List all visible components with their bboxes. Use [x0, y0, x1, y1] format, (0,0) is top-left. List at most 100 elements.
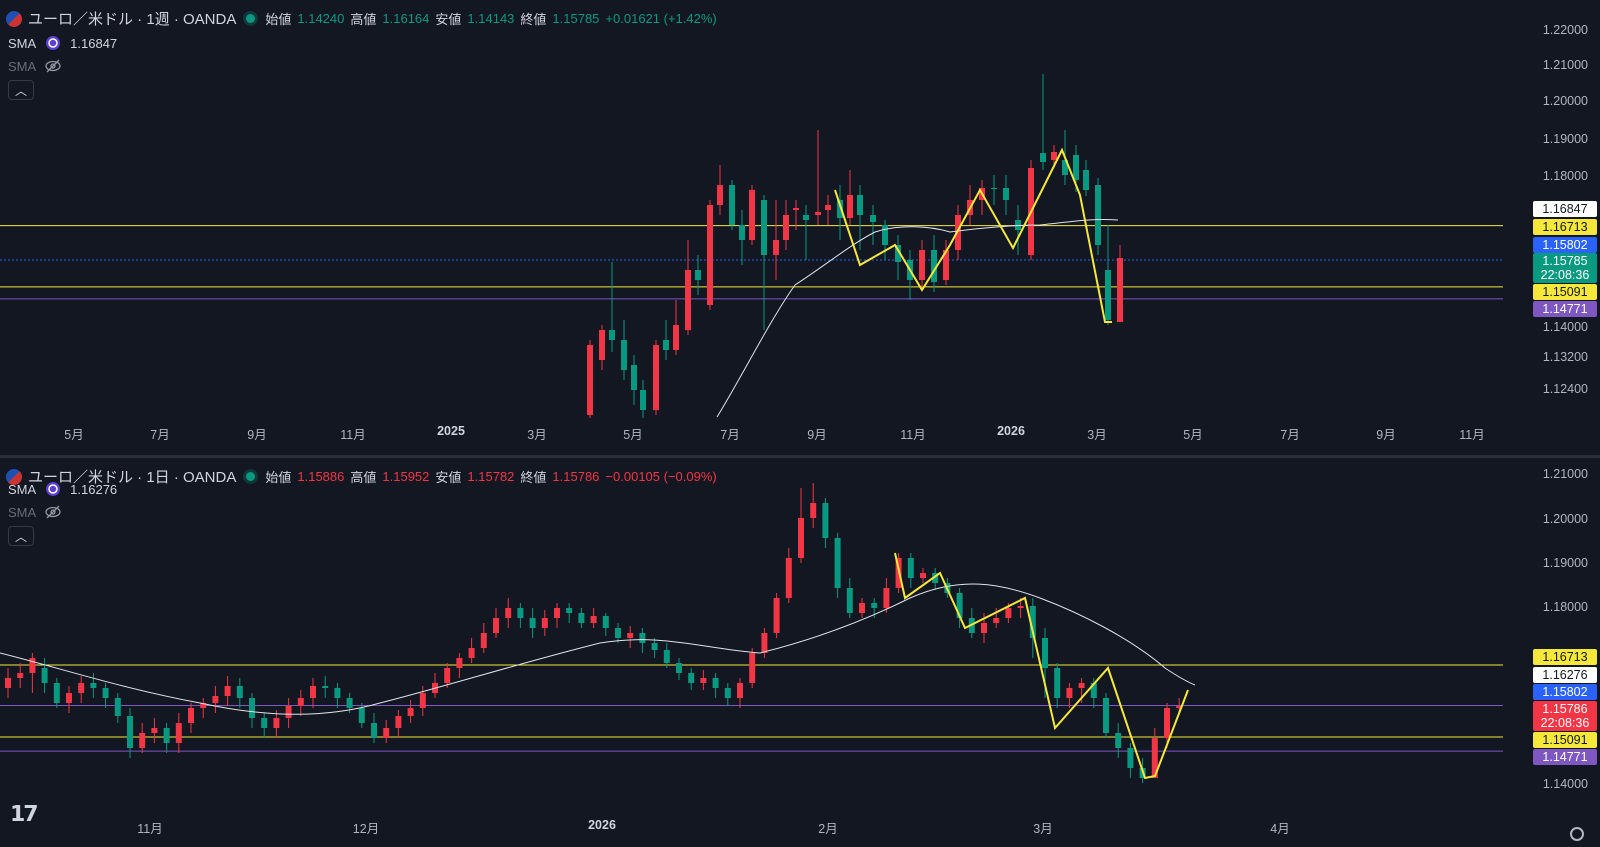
candle: [737, 683, 743, 698]
candle: [857, 195, 863, 215]
price-label-yellow[interactable]: 1.16713: [1533, 649, 1597, 665]
candle: [739, 225, 745, 240]
sma-indicator-row[interactable]: SMA 1.16847: [8, 34, 117, 52]
price-axis-tick: 1.19000: [1542, 132, 1588, 146]
candle: [371, 723, 377, 738]
weekly-chart-canvas[interactable]: [0, 0, 1600, 455]
symbol-title[interactable]: ユーロ／米ドル · 1週 · OANDA: [28, 11, 237, 28]
price-label-purple[interactable]: 1.14771: [1533, 301, 1597, 317]
price-label-yellow[interactable]: 1.16713: [1533, 219, 1597, 235]
candle: [956, 593, 963, 618]
candle: [749, 190, 755, 240]
open-value: 1.15886: [297, 469, 345, 484]
sma-hidden-indicator-row[interactable]: SMA: [8, 57, 62, 75]
candle: [717, 185, 723, 205]
candle: [1105, 270, 1111, 320]
price-label-sma[interactable]: 1.16847: [1533, 201, 1597, 217]
sma-label-hidden[interactable]: SMA: [8, 58, 37, 74]
candle: [895, 245, 901, 262]
candle: [602, 616, 609, 628]
time-axis-tick: 2026: [588, 818, 616, 832]
price-label-down[interactable]: 1.15786: [1533, 701, 1597, 717]
price-label-blue[interactable]: 1.15802: [1533, 684, 1597, 700]
close-value: 1.15785: [552, 11, 600, 26]
sync-icon[interactable]: [44, 34, 62, 52]
price-label-yellow[interactable]: 1.15091: [1533, 732, 1597, 748]
candle: [590, 616, 597, 623]
sma-line: [0, 583, 1196, 715]
candle: [653, 345, 659, 410]
daily-chart-canvas[interactable]: [0, 458, 1600, 847]
candle: [810, 503, 817, 518]
price-label-sma[interactable]: 1.16276: [1533, 667, 1597, 683]
candle: [615, 628, 621, 638]
time-axis-tick: 2025: [437, 424, 465, 438]
daily-chart-pane[interactable]: ユーロ／米ドル · 1日 · OANDA 始値 1.15886 高値 1.15952…: [0, 458, 1600, 847]
candle: [236, 686, 243, 698]
candle: [919, 250, 925, 280]
weekly-chart-pane[interactable]: ユーロ／米ドル · 1週 · OANDA 始値 1.14240 高値 1.16164…: [0, 0, 1600, 455]
open-label: 始値: [265, 470, 292, 485]
candle: [480, 633, 487, 648]
price-axis-tick: 1.20000: [1542, 512, 1588, 526]
candle: [1095, 185, 1101, 245]
candle: [383, 728, 390, 738]
price-label-up[interactable]: 1.15785: [1533, 253, 1597, 269]
price-label-blue[interactable]: 1.15802: [1533, 237, 1597, 253]
eye-off-icon[interactable]: [44, 503, 62, 521]
high-value: 1.16164: [382, 11, 430, 26]
candle: [566, 608, 573, 613]
candle: [163, 728, 170, 743]
candle: [991, 188, 997, 189]
time-axis-tick: 5月: [64, 428, 84, 442]
candle: [695, 270, 701, 280]
price-axis-tick: 1.19000: [1542, 556, 1588, 570]
price-axis-tick: 1.12400: [1542, 382, 1588, 396]
candle: [639, 633, 646, 643]
low-value: 1.14143: [467, 11, 515, 26]
candle: [1164, 708, 1170, 738]
sma-label-hidden[interactable]: SMA: [8, 504, 37, 520]
sync-icon[interactable]: [44, 480, 62, 498]
tradingview-logo-icon[interactable]: 𝟭𝟳: [10, 801, 39, 826]
eye-off-icon[interactable]: [44, 57, 62, 75]
sma-label[interactable]: SMA: [8, 35, 37, 51]
price-label-down[interactable]: 22:08:36: [1533, 715, 1597, 731]
time-axis-tick: 5月: [623, 428, 643, 442]
candle: [907, 558, 914, 578]
candle: [822, 503, 829, 538]
price-label-up[interactable]: 22:08:36: [1533, 267, 1597, 283]
candle: [493, 618, 499, 633]
time-axis-tick: 3月: [1087, 428, 1107, 442]
sma-indicator-row[interactable]: SMA 1.16276: [8, 480, 117, 498]
change-value: −0.00105 (−0.09%): [605, 469, 717, 484]
candle: [621, 340, 627, 370]
symbol-title[interactable]: ユーロ／米ドル · 1日 · OANDA: [28, 469, 237, 486]
candle: [224, 686, 231, 696]
price-axis-tick: 1.13200: [1542, 350, 1588, 364]
collapse-legend-button[interactable]: ︿: [8, 80, 34, 100]
price-axis-tick: 1.18000: [1542, 600, 1588, 614]
candle: [631, 365, 637, 390]
zigzag-line: [894, 552, 1189, 780]
collapse-legend-button[interactable]: ︿: [8, 526, 34, 546]
price-label-purple[interactable]: 1.14771: [1533, 749, 1597, 765]
daily-legend: ユーロ／米ドル · 1日 · OANDA 始値 1.15886 高値 1.15952…: [6, 466, 717, 487]
candle: [395, 716, 402, 728]
high-label: 高値: [350, 12, 377, 27]
time-axis-tick: 3月: [527, 428, 547, 442]
candle: [151, 728, 158, 733]
price-label-yellow[interactable]: 1.15091: [1533, 284, 1597, 300]
sma-hidden-indicator-row[interactable]: SMA: [8, 503, 62, 521]
market-status-icon[interactable]: [246, 14, 256, 23]
sma-label[interactable]: SMA: [8, 481, 37, 497]
candle: [1176, 706, 1183, 708]
candle: [17, 673, 24, 678]
gear-icon[interactable]: [1570, 827, 1584, 841]
price-axis-tick: 1.21000: [1542, 467, 1588, 481]
market-status-icon[interactable]: [246, 472, 256, 481]
candle: [578, 613, 585, 623]
pane-divider[interactable]: [0, 455, 1600, 458]
time-axis-tick: 4月: [1270, 822, 1290, 836]
sma-value: 1.16847: [70, 35, 118, 51]
